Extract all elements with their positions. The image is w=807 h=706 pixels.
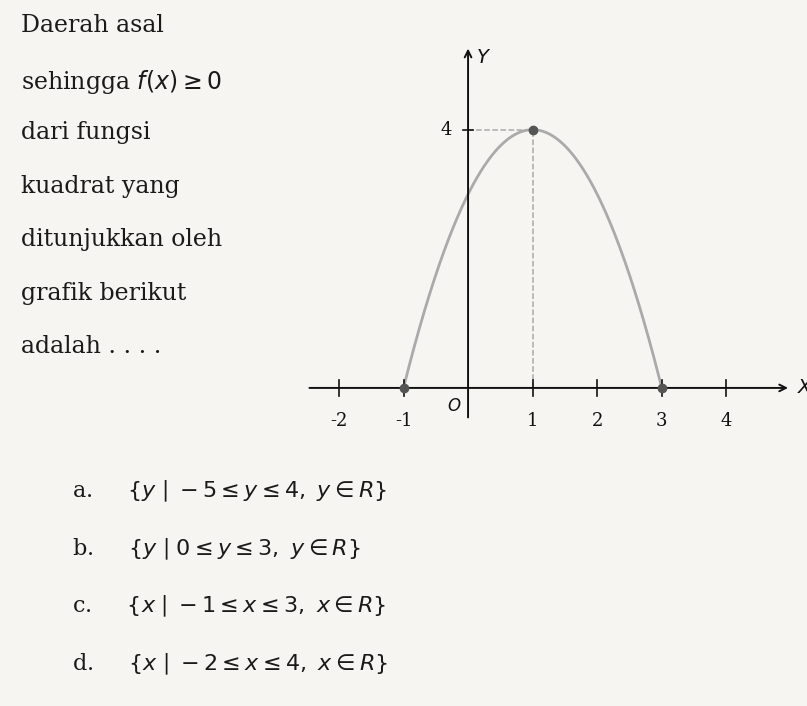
Text: grafik berikut: grafik berikut: [21, 282, 186, 305]
Text: $O$: $O$: [446, 397, 461, 414]
Text: kuadrat yang: kuadrat yang: [21, 174, 180, 198]
Text: 4: 4: [441, 121, 452, 138]
Text: 3: 3: [656, 412, 667, 431]
Text: ditunjukkan oleh: ditunjukkan oleh: [21, 228, 222, 251]
Text: -2: -2: [330, 412, 348, 431]
Text: dari fungsi: dari fungsi: [21, 121, 150, 144]
Text: $X$: $X$: [797, 379, 807, 397]
Text: 2: 2: [592, 412, 603, 431]
Text: sehingga $f(x) \geq 0$: sehingga $f(x) \geq 0$: [21, 68, 222, 95]
Text: adalah . . . .: adalah . . . .: [21, 335, 161, 358]
Text: c.     $\{x \mid -1 \leq x \leq 3,\ x \in R\}$: c. $\{x \mid -1 \leq x \leq 3,\ x \in R\…: [72, 594, 386, 619]
Text: Daerah asal: Daerah asal: [21, 14, 164, 37]
Text: a.     $\{y \mid -5 \leq y \leq 4,\ y \in R\}$: a. $\{y \mid -5 \leq y \leq 4,\ y \in R\…: [72, 479, 387, 505]
Text: $Y$: $Y$: [476, 49, 491, 67]
Text: d.     $\{x \mid -2 \leq x \leq 4,\ x \in R\}$: d. $\{x \mid -2 \leq x \leq 4,\ x \in R\…: [72, 652, 388, 677]
Text: b.     $\{y \mid 0 \leq y \leq 3,\ y \in R\}$: b. $\{y \mid 0 \leq y \leq 3,\ y \in R\}…: [72, 537, 361, 562]
Text: -1: -1: [395, 412, 412, 431]
Text: 4: 4: [721, 412, 732, 431]
Text: 1: 1: [527, 412, 538, 431]
